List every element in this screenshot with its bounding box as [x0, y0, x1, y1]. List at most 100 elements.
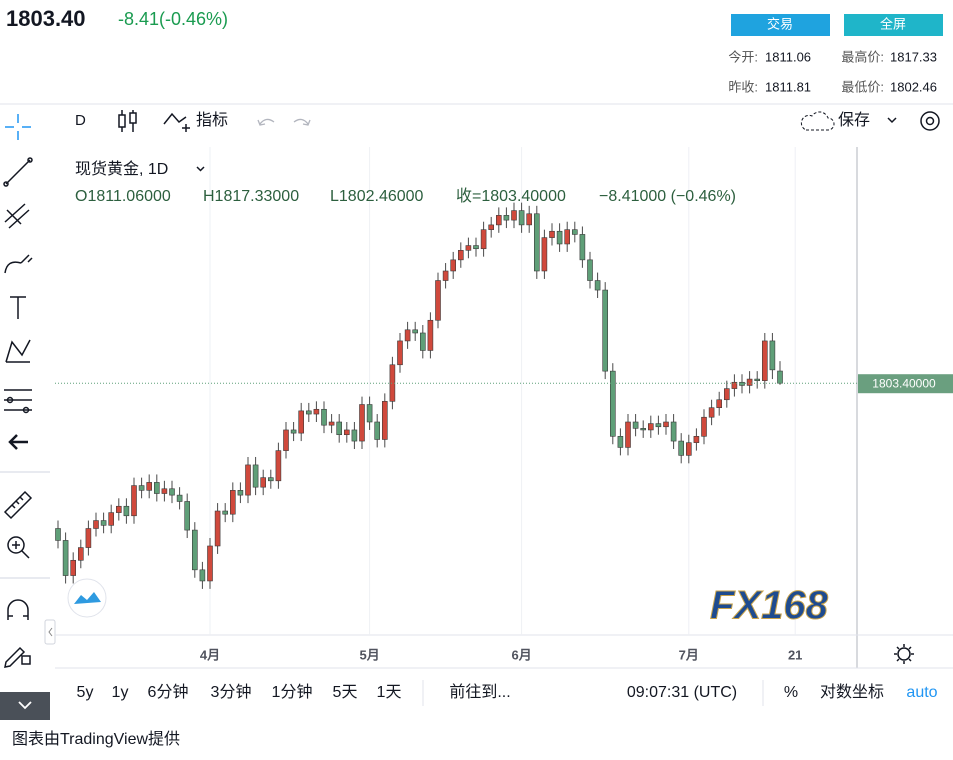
candle-body [670, 421, 677, 442]
candle-body [62, 540, 69, 576]
hide-toolbar[interactable] [44, 619, 56, 645]
redo[interactable] [293, 118, 311, 126]
candle-body [412, 329, 419, 334]
candle-body [442, 270, 449, 281]
range-button[interactable]: 1分钟 [272, 683, 313, 701]
stat-value: 1811.81 [765, 79, 811, 94]
collapse-icon[interactable] [18, 701, 32, 710]
candle-body [663, 421, 669, 428]
save-button[interactable]: 保存 [838, 111, 870, 129]
candle-body [511, 210, 517, 221]
candle-body [609, 370, 616, 437]
candle-body [161, 488, 168, 494]
candle-body [397, 340, 403, 366]
candle-body [328, 421, 335, 426]
candle-body [587, 259, 593, 281]
candle-body [85, 528, 92, 548]
grid [209, 147, 796, 635]
stat-value: 1811.06 [765, 49, 811, 64]
bottom-bar: 5y 1y 6分钟 3分钟 1分钟 5天 1天 [77, 683, 402, 701]
candle-body [731, 381, 738, 389]
candle-body [708, 407, 715, 418]
candle-body [343, 429, 350, 436]
axis-settings[interactable] [894, 644, 914, 664]
range-button[interactable]: 5y [77, 684, 94, 701]
candle-body [176, 494, 183, 502]
price-change: -8.41(-0.46%) [118, 9, 228, 29]
candle-body [123, 505, 130, 517]
candle-body [100, 520, 107, 526]
candle-body [594, 280, 601, 291]
candle-body [450, 259, 457, 272]
legend-open: O1811.06000 [75, 188, 171, 205]
candle-body [404, 329, 411, 342]
candle-body [533, 213, 540, 272]
fullscreen-button[interactable] [844, 14, 943, 36]
candle-body [625, 421, 631, 448]
candle-body [93, 520, 99, 529]
candle-body [116, 505, 122, 513]
candle-body [313, 408, 320, 415]
trade-button[interactable] [731, 14, 830, 36]
range-button[interactable]: 3分钟 [211, 683, 252, 701]
indicators-icon[interactable] [163, 112, 190, 132]
candle-body [769, 340, 776, 371]
candle-body [237, 490, 244, 496]
fullscreen-button-label[interactable]: 全屏 [880, 16, 906, 31]
candle-body [556, 230, 563, 245]
candle-body [305, 410, 312, 415]
candle-body [138, 485, 145, 491]
candle-body [754, 378, 761, 381]
goto-button[interactable]: 前往到... [449, 683, 510, 701]
range-button[interactable]: 1天 [377, 684, 402, 701]
candle-body [473, 245, 479, 250]
candle-body [419, 332, 426, 351]
trade-button-label[interactable]: 交易 [767, 16, 793, 31]
collapse-toolbar[interactable] [0, 692, 50, 720]
range-button[interactable]: 1y [112, 684, 129, 701]
candle-body [693, 436, 700, 443]
candle-body [564, 229, 571, 245]
candle-body [55, 528, 61, 541]
candle-body [131, 485, 137, 517]
settings-button[interactable] [920, 111, 940, 131]
candle-body [632, 421, 639, 429]
symbol-menu[interactable] [196, 166, 205, 172]
tv-logo[interactable] [67, 578, 107, 618]
symbol-title[interactable]: 现货黄金, 1D [75, 160, 168, 178]
candle-body [602, 289, 609, 372]
auto-button[interactable]: auto [906, 684, 937, 701]
candle-body [381, 401, 388, 440]
candle-body [214, 510, 221, 547]
legend-high: H1817.33000 [203, 188, 299, 205]
candle-body [199, 569, 206, 582]
candle-body [678, 440, 685, 456]
candles [55, 202, 783, 589]
x-tick-label: 6月 [511, 647, 531, 662]
candle-body [541, 237, 548, 272]
candle-body [723, 388, 730, 401]
candle-body [359, 404, 365, 442]
range-button[interactable]: 6分钟 [148, 683, 189, 701]
candle-body [617, 436, 624, 448]
interval-button[interactable]: D [75, 112, 86, 129]
undo[interactable] [257, 118, 275, 126]
indicators-button[interactable]: 指标 [196, 111, 228, 129]
range-button[interactable]: 5天 [333, 684, 358, 701]
candle-body [526, 213, 533, 226]
log-button[interactable]: 对数坐标 [820, 683, 884, 701]
candle-body [321, 408, 327, 426]
cloud-icon[interactable] [800, 111, 835, 131]
chart-type-button[interactable] [118, 110, 137, 132]
candle-body [78, 547, 84, 561]
candle-body [571, 229, 578, 235]
percent-button[interactable]: % [784, 684, 798, 701]
x-tick-label: 21 [788, 647, 802, 662]
candle-body [716, 399, 723, 408]
candle-body [374, 421, 381, 440]
candle-body [146, 482, 152, 491]
save-menu[interactable] [887, 117, 897, 124]
candle-body [518, 210, 525, 226]
